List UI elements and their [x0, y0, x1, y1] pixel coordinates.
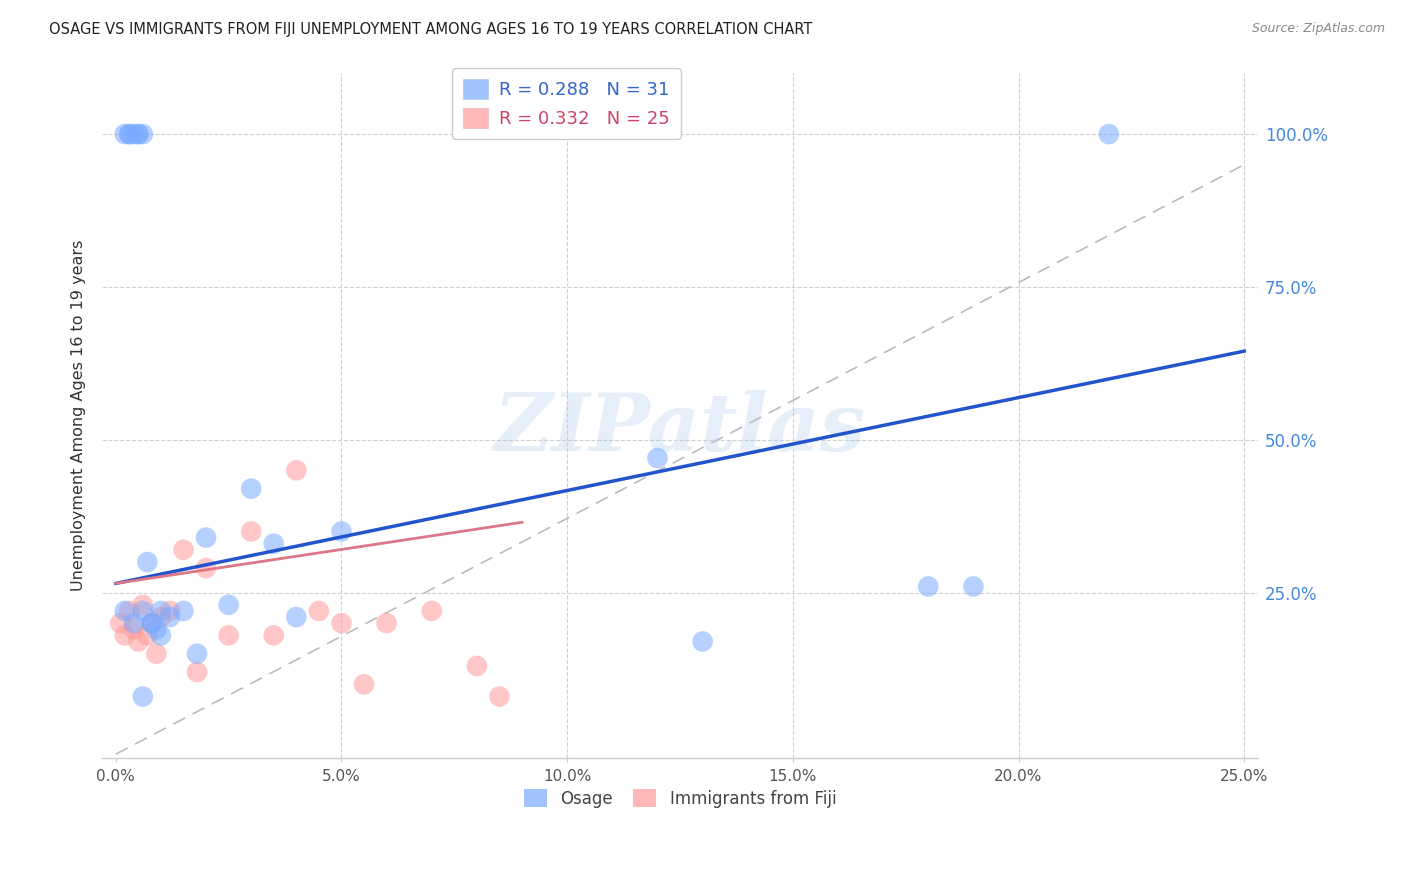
Point [240, 524, 263, 539]
Point [353, 677, 375, 691]
Point [118, 604, 141, 618]
Point [186, 665, 208, 679]
Point [218, 628, 240, 642]
Point [132, 690, 155, 704]
Point [114, 604, 136, 618]
Point [285, 610, 308, 624]
Point [122, 616, 145, 631]
Point [149, 610, 172, 624]
Point [122, 622, 145, 636]
Point [145, 622, 167, 636]
Text: OSAGE VS IMMIGRANTS FROM FIJI UNEMPLOYMENT AMONG AGES 16 TO 19 YEARS CORRELATION: OSAGE VS IMMIGRANTS FROM FIJI UNEMPLOYME… [49, 22, 813, 37]
Point [141, 616, 163, 631]
Point [172, 604, 194, 618]
Point [375, 616, 398, 631]
Point [127, 127, 149, 141]
Point [118, 127, 141, 141]
Point [330, 616, 353, 631]
Point [149, 628, 172, 642]
Point [692, 634, 714, 648]
Point [159, 610, 181, 624]
Point [110, 616, 132, 631]
Point [114, 127, 136, 141]
Point [1098, 127, 1121, 141]
Point [186, 647, 208, 661]
Point [122, 127, 145, 141]
Legend: Osage, Immigrants from Fiji: Osage, Immigrants from Fiji [517, 782, 844, 814]
Point [263, 628, 285, 642]
Point [159, 604, 181, 618]
Point [647, 451, 669, 466]
Point [218, 598, 240, 612]
Point [149, 604, 172, 618]
Point [330, 524, 353, 539]
Point [195, 561, 218, 575]
Point [195, 531, 218, 545]
Point [145, 647, 167, 661]
Point [308, 604, 330, 618]
Point [141, 616, 163, 631]
Y-axis label: Unemployment Among Ages 16 to 19 years: Unemployment Among Ages 16 to 19 years [72, 240, 86, 591]
Point [240, 482, 263, 496]
Point [962, 579, 984, 593]
Point [127, 127, 149, 141]
Point [132, 604, 155, 618]
Point [132, 598, 155, 612]
Point [263, 537, 285, 551]
Point [114, 628, 136, 642]
Point [118, 127, 141, 141]
Point [465, 659, 488, 673]
Point [488, 690, 510, 704]
Point [420, 604, 443, 618]
Point [172, 542, 194, 557]
Point [136, 628, 159, 642]
Point [132, 127, 155, 141]
Point [141, 616, 163, 631]
Text: ZIPatlas: ZIPatlas [494, 391, 866, 467]
Point [136, 555, 159, 569]
Text: Source: ZipAtlas.com: Source: ZipAtlas.com [1251, 22, 1385, 36]
Point [285, 463, 308, 477]
Point [127, 634, 149, 648]
Point [917, 579, 939, 593]
